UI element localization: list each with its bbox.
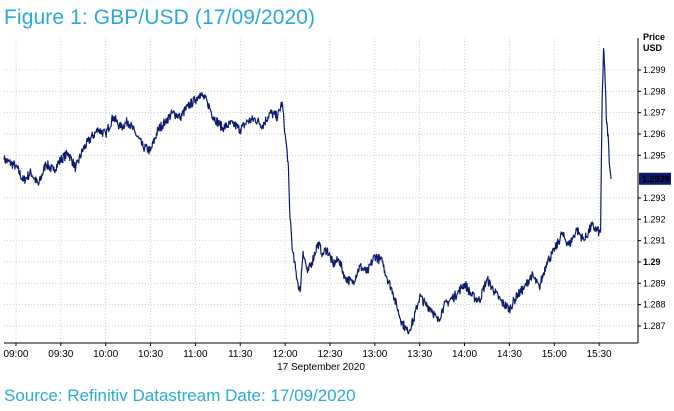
y-tick-label-0: 1.299 (643, 65, 666, 75)
y-tick-label-2: 1.297 (643, 108, 666, 118)
last-value-marker: 1.2939 (639, 172, 671, 185)
y-tick-label-8: 1.291 (643, 236, 666, 246)
x-tick-label-9: 13:30 (407, 349, 432, 360)
x-tick-label-10: 14:00 (452, 349, 477, 360)
y-tick-label-6: 1.293 (643, 193, 666, 203)
x-tick-label-11: 14:30 (497, 349, 522, 360)
y-tick-label-10: 1.289 (643, 278, 666, 288)
figure-title: Figure 1: GBP/USD (17/09/2020) (4, 6, 316, 29)
x-tick-label-4: 11:00 (183, 349, 208, 360)
last-value-box (639, 172, 671, 185)
x-tick-label-6: 12:00 (273, 349, 298, 360)
y-tick-label-12: 1.287 (643, 321, 666, 331)
x-tick-label-13: 15:30 (587, 349, 612, 360)
y-tick-label-9: 1.29 (643, 257, 661, 267)
series-group (3, 48, 612, 335)
x-tick-label-12: 15:00 (542, 349, 567, 360)
y-axis-title-line1: Price (643, 32, 665, 42)
x-tick-label-2: 10:00 (93, 349, 118, 360)
last-value-label: 1.2939 (642, 174, 670, 184)
x-tick-labels: 09:00 09:30 10:00 10:30 11:00 11:30 12:00 12:30… (3, 343, 612, 360)
figure-source: Source: Refinitiv Datastream Date: 17/09… (4, 386, 356, 405)
x-tick-label-3: 10:30 (138, 349, 163, 360)
x-tick-label-1: 09:30 (48, 349, 73, 360)
y-axis-title-line2: USD (643, 43, 663, 53)
y-tick-labels: 1.2991.2981.2971.2961.2951.2931.2921.291… (638, 65, 666, 331)
plot-area (4, 38, 638, 343)
x-tick-label-7: 12:30 (317, 349, 342, 360)
x-tick-label-0: 09:00 (3, 349, 28, 360)
y-tick-label-4: 1.295 (643, 150, 666, 160)
y-tick-label-11: 1.288 (643, 300, 666, 310)
x-tick-label-5: 11:30 (228, 349, 253, 360)
series-line-gbpusd (3, 48, 612, 335)
chart: Price USD 1.299 1.298 1.297 1.296 1.295 1.293… (3, 32, 671, 373)
y-tick-label-7: 1.292 (643, 214, 666, 224)
y-tick-label-3: 1.296 (643, 129, 666, 139)
y-tick-label-1: 1.298 (643, 86, 666, 96)
gridlines (4, 38, 638, 343)
x-tick-label-8: 13:00 (362, 349, 387, 360)
x-axis-title: 17 September 2020 (277, 362, 365, 373)
